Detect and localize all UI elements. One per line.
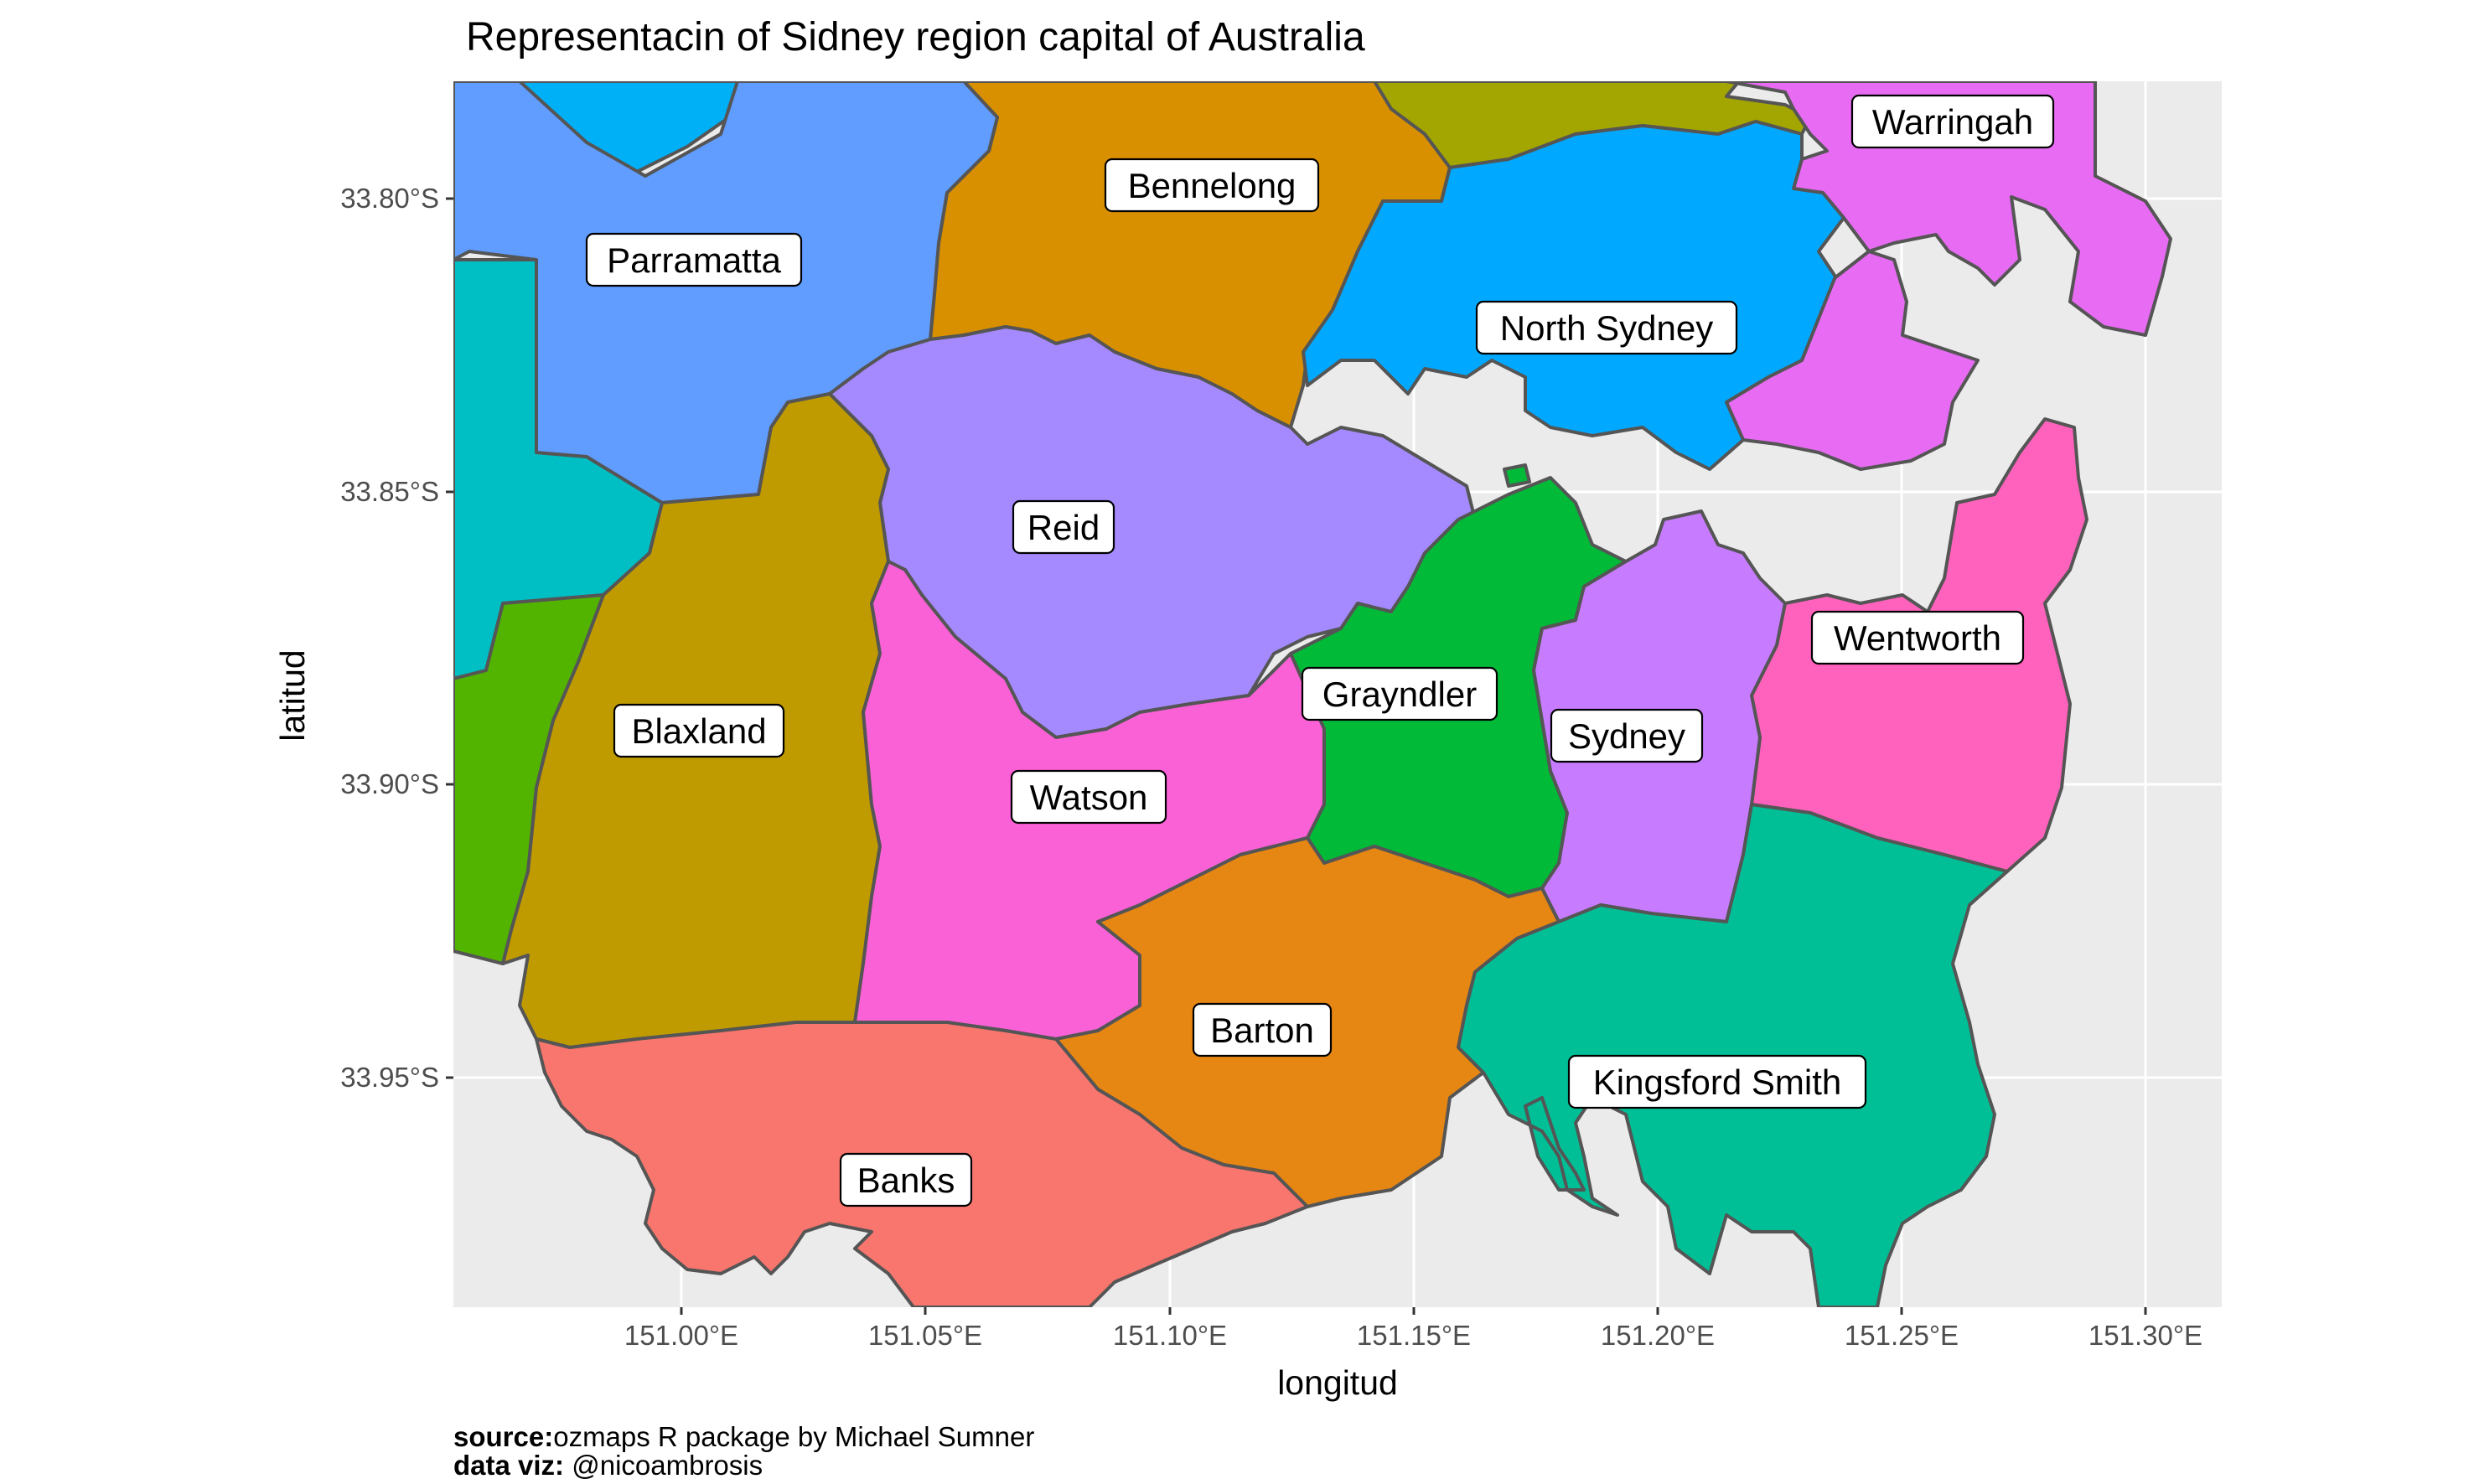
caption: source:ozmaps R package by Michael Sumne… (453, 1421, 1034, 1481)
caption-data-viz: data viz: @nicoambrosis (453, 1450, 763, 1481)
label-text: Grayndler (1322, 675, 1477, 714)
label-box (1192, 1002, 1333, 1057)
label-wentworth: Wentworth (1810, 610, 2025, 665)
label-box (839, 1152, 973, 1207)
label-box (1104, 158, 1320, 213)
label-north-sydney: North Sydney (1475, 300, 1738, 355)
caption-data-viz-key: data viz: (453, 1450, 564, 1481)
label-text: Barton (1210, 1011, 1314, 1050)
label-grayndler: Grayndler (1301, 666, 1498, 721)
y-tick-label: 33.95°S (340, 1062, 439, 1093)
y-axis: 33.80°S 33.85°S 33.90°S 33.95°S latitud (273, 183, 453, 1093)
label-text: Banks (857, 1161, 955, 1200)
x-tick-label: 151.25°E (1845, 1320, 1959, 1351)
caption-source: source:ozmaps R package by Michael Sumne… (453, 1421, 1034, 1452)
label-box (1012, 499, 1115, 555)
label-barton: Barton (1192, 1002, 1333, 1057)
x-tick-label: 151.30°E (2088, 1320, 2202, 1351)
label-banks: Banks (839, 1152, 973, 1207)
x-axis-title: longitud (1277, 1363, 1398, 1402)
label-box (1301, 666, 1498, 721)
label-text: Warringah (1872, 102, 2033, 142)
label-box (1567, 1054, 1867, 1109)
label-text: Kingsford Smith (1593, 1063, 1841, 1102)
label-box (585, 232, 803, 287)
label-watson: Watson (1010, 769, 1167, 825)
label-reid: Reid (1012, 499, 1115, 555)
label-box (613, 703, 785, 758)
caption-source-key: source: (453, 1421, 553, 1452)
label-text: Blaxland (631, 711, 766, 751)
label-text: Parramatta (607, 240, 781, 280)
y-tick-label: 33.85°S (340, 476, 439, 507)
caption-data-viz-value: @nicoambrosis (564, 1450, 763, 1481)
x-tick-label: 151.00°E (624, 1320, 738, 1351)
x-tick-label: 151.05°E (868, 1320, 982, 1351)
x-tick-label: 151.15°E (1357, 1320, 1471, 1351)
label-text: Reid (1027, 508, 1100, 547)
label-blaxland: Blaxland (613, 703, 785, 758)
label-box (1475, 300, 1738, 355)
y-tick-label: 33.90°S (340, 768, 439, 799)
x-tick-label: 151.10°E (1113, 1320, 1227, 1351)
label-parramatta: Parramatta (585, 232, 803, 287)
y-tick-label: 33.80°S (340, 183, 439, 214)
x-tick-label: 151.20°E (1601, 1320, 1715, 1351)
map-panel: Warringah Bennelong Parramatta North Syd… (453, 81, 2222, 1307)
map-title: Representacin of Sidney region capital o… (466, 15, 1365, 59)
y-axis-title: latitud (273, 649, 312, 741)
label-text: Sydney (1568, 716, 1685, 756)
label-text: Wentworth (1834, 618, 2001, 658)
x-axis: 151.00°E 151.05°E 151.10°E 151.15°E 151.… (624, 1307, 2202, 1402)
label-kingsford-smith: Kingsford Smith (1567, 1054, 1867, 1109)
label-bennelong: Bennelong (1104, 158, 1320, 213)
label-text: Bennelong (1128, 166, 1297, 205)
label-text: North Sydney (1500, 308, 1713, 348)
label-warringah: Warringah (1850, 94, 2055, 149)
label-box (1850, 94, 2055, 149)
label-sydney: Sydney (1550, 708, 1704, 763)
label-box (1550, 708, 1704, 763)
label-text: Watson (1030, 778, 1148, 817)
label-box (1010, 769, 1167, 825)
label-box (1810, 610, 2025, 665)
region-north-sydney (1302, 120, 1845, 471)
caption-source-value: ozmaps R package by Michael Sumner (553, 1421, 1034, 1452)
region-labels: Warringah Bennelong Parramatta North Syd… (585, 94, 2055, 1207)
